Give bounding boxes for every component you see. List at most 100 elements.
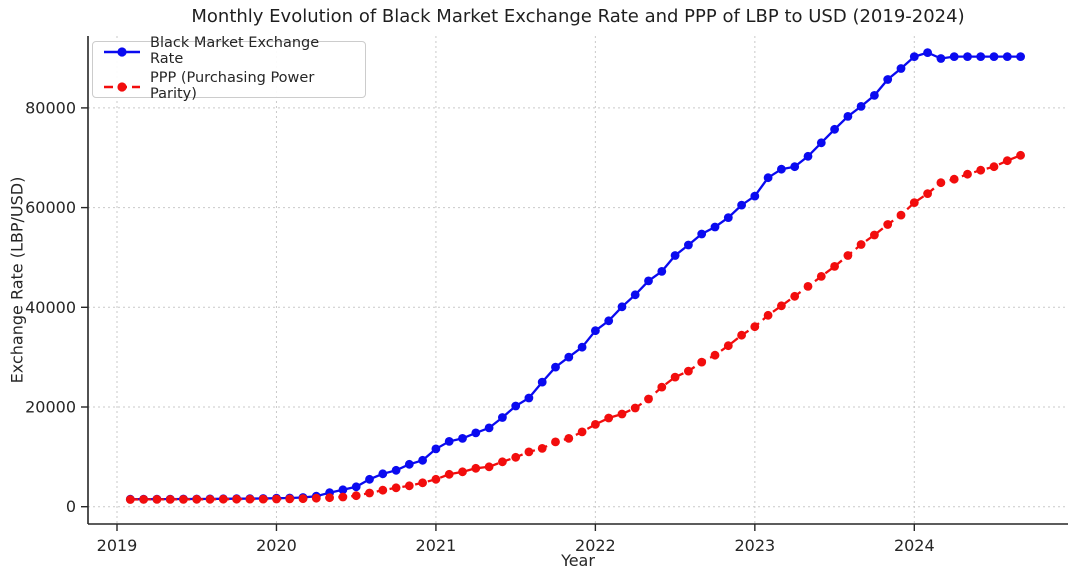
y-tick-label: 40000: [25, 298, 76, 317]
data-point-ppp: [404, 481, 414, 491]
data-point-ppp: [816, 272, 826, 281]
data-point-black-market: [378, 469, 388, 479]
data-point-ppp: [697, 357, 707, 367]
data-point-ppp: [311, 493, 321, 503]
data-point-ppp: [870, 230, 879, 240]
data-point-ppp: [909, 198, 919, 208]
data-point-black-market: [551, 362, 560, 372]
data-point-black-market: [670, 251, 680, 260]
data-point-ppp: [165, 495, 175, 504]
data-point-black-market: [816, 138, 826, 148]
data-point-ppp: [1016, 150, 1025, 160]
data-point-black-market: [604, 316, 614, 326]
data-point-ppp: [723, 341, 733, 351]
data-point-black-market: [524, 393, 534, 403]
x-tick-label: 2024: [894, 536, 935, 555]
data-point-black-market: [843, 112, 853, 121]
data-point-black-market: [723, 213, 733, 223]
data-point-ppp: [205, 494, 215, 504]
data-point-ppp: [936, 178, 946, 188]
data-point-black-market: [710, 222, 720, 232]
data-point-black-market: [484, 423, 494, 433]
x-tick-label: 2020: [256, 536, 297, 555]
data-point-ppp: [378, 485, 388, 495]
legend-marker-dashed-line-dot-icon: [103, 79, 141, 95]
data-point-ppp: [630, 403, 640, 413]
legend-marker-line: [104, 82, 140, 92]
legend-dot: [117, 82, 127, 92]
data-point-ppp: [418, 478, 427, 488]
data-point-ppp: [484, 462, 494, 472]
data-point-black-market: [630, 290, 640, 300]
data-point-black-market: [471, 428, 481, 438]
data-point-black-market: [989, 52, 999, 61]
data-point-ppp: [444, 469, 454, 479]
data-point-black-market: [737, 200, 746, 210]
data-point-ppp: [790, 291, 800, 301]
data-point-black-market: [896, 64, 906, 73]
data-point-black-market: [418, 455, 427, 465]
data-point-ppp: [511, 452, 521, 462]
data-point-ppp: [803, 282, 813, 291]
data-point-black-market: [750, 191, 760, 201]
data-point-ppp: [923, 189, 932, 199]
data-point-ppp: [471, 463, 481, 473]
data-point-black-market: [391, 465, 401, 475]
data-point-black-market: [564, 352, 574, 362]
data-point-ppp: [856, 240, 866, 249]
data-point-black-market: [617, 302, 627, 312]
data-point-ppp: [564, 434, 574, 443]
data-point-ppp: [258, 494, 268, 504]
x-tick-label: 2023: [734, 536, 775, 555]
data-point-black-market: [923, 48, 932, 57]
data-point-ppp: [125, 495, 135, 504]
data-point-ppp: [843, 251, 853, 260]
data-point-ppp: [338, 492, 348, 502]
data-point-ppp: [670, 372, 680, 382]
legend-item-ppp: PPP (Purchasing Power Parity): [103, 70, 355, 103]
data-point-black-market: [870, 91, 879, 100]
legend-label-black-market: Black Market Exchange Rate: [150, 35, 320, 68]
y-tick-label: 20000: [25, 398, 76, 417]
data-point-ppp: [896, 210, 906, 220]
y-tick-label: 60000: [25, 198, 76, 217]
data-point-black-market: [909, 52, 919, 61]
x-tick-label: 2019: [97, 536, 138, 555]
data-point-ppp: [285, 494, 295, 504]
x-axis-title: Year: [561, 551, 595, 570]
data-point-black-market: [830, 124, 839, 134]
data-point-black-market: [936, 54, 946, 63]
data-point-black-market: [1002, 52, 1012, 61]
data-point-ppp: [537, 444, 547, 453]
data-point-black-market: [644, 276, 653, 286]
data-point-ppp: [298, 494, 308, 504]
data-point-ppp: [949, 174, 959, 184]
legend-marker-line: [104, 47, 140, 57]
data-point-ppp: [577, 427, 587, 437]
data-point-ppp: [883, 220, 893, 229]
data-point-ppp: [1002, 156, 1012, 166]
legend-dot: [117, 47, 127, 57]
data-point-ppp: [152, 495, 162, 504]
data-point-black-market: [684, 240, 693, 250]
data-point-ppp: [989, 162, 999, 172]
data-point-ppp: [524, 447, 534, 457]
data-point-ppp: [657, 382, 667, 392]
data-point-ppp: [750, 322, 760, 332]
data-point-ppp: [551, 437, 560, 447]
data-point-black-market: [498, 413, 507, 422]
chart-title: Monthly Evolution of Black Market Exchan…: [191, 6, 965, 27]
data-point-black-market: [790, 162, 800, 172]
data-point-black-market: [763, 173, 773, 183]
legend: Black Market Exchange Rate PPP (Purchasi…: [92, 35, 366, 102]
data-point-ppp: [232, 494, 242, 504]
data-point-black-market: [883, 75, 893, 84]
y-tick-label: 80000: [25, 98, 76, 117]
data-point-black-market: [856, 102, 866, 111]
x-tick-label: 2021: [416, 536, 457, 555]
legend-marker-solid-line-dot-icon: [103, 44, 141, 60]
data-point-ppp: [391, 483, 401, 493]
data-point-ppp: [604, 413, 614, 423]
data-point-ppp: [777, 301, 786, 311]
